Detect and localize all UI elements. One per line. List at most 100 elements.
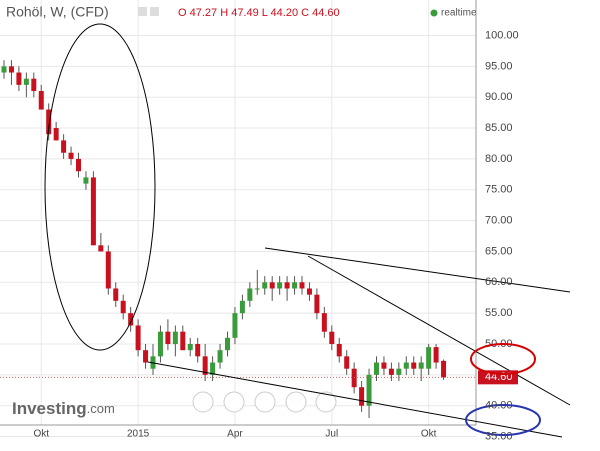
candle-body: [426, 347, 432, 369]
candle-body: [53, 128, 59, 141]
candle-body: [351, 368, 357, 388]
annotations: [44, 23, 571, 438]
candle-body: [314, 294, 320, 314]
trend-line: [264, 247, 571, 293]
y-tick-label: 55.00: [485, 307, 513, 319]
candle-body: [90, 177, 96, 246]
candle-body: [225, 337, 230, 351]
candle-body: [396, 368, 402, 375]
candle-body: [262, 282, 268, 289]
scroll-right[interactable]: [315, 391, 337, 413]
annotation-ellipse: [465, 404, 541, 436]
candle-body: [172, 331, 178, 345]
candle-body: [292, 282, 298, 289]
annotation-ellipse: [44, 23, 156, 351]
icon[interactable]: [138, 7, 147, 16]
candle-body: [165, 331, 171, 345]
candle-body: [433, 347, 439, 363]
y-tick-label: 65.00: [485, 245, 513, 257]
brand-suffix: .com: [87, 401, 115, 416]
candle-body: [8, 66, 14, 73]
y-tick-label: 75.00: [485, 184, 513, 196]
candle-body: [46, 109, 52, 135]
candle-body: [217, 350, 223, 363]
reset[interactable]: [254, 391, 276, 413]
candle-body: [418, 362, 424, 369]
candle-body: [195, 344, 201, 357]
candle-body: [381, 362, 387, 369]
candle-body: [105, 251, 111, 289]
candle-body: [16, 72, 22, 85]
candle-body: [128, 313, 134, 326]
y-tick-label: 40.00: [485, 400, 513, 412]
candle-body: [388, 368, 394, 375]
y-tick-label: 70.00: [485, 215, 513, 227]
candle-body: [202, 356, 208, 375]
candle-body: [157, 331, 163, 357]
candle-body: [23, 78, 29, 85]
candle-body: [321, 313, 327, 332]
candle-body: [143, 350, 149, 363]
candle-body: [210, 362, 216, 375]
candle-body: [299, 282, 305, 289]
status: realtime: [441, 8, 477, 19]
candle-body: [120, 300, 126, 314]
candle-body: [254, 288, 260, 290]
y-tick-label: 90.00: [485, 91, 513, 103]
y-tick-label: 85.00: [485, 122, 513, 134]
candle-body: [83, 177, 89, 184]
candle-body: [247, 288, 253, 301]
candle-body: [411, 362, 417, 369]
zoom-in[interactable]: [285, 391, 307, 413]
x-tick-label: Apr: [227, 429, 243, 440]
instrument-title: Rohöl, W, (CFD): [6, 4, 109, 20]
trend-line: [307, 255, 571, 406]
y-tick-label: 35.00: [485, 430, 513, 442]
y-tick-label: 95.00: [485, 60, 513, 72]
candle-body: [135, 325, 141, 351]
x-tick-label: Okt: [33, 429, 49, 440]
candle-body: [441, 360, 447, 378]
candle-body: [336, 344, 342, 357]
candle-body: [76, 158, 81, 172]
candle-body: [306, 288, 312, 295]
icon[interactable]: [150, 7, 159, 16]
scroll-left[interactable]: [192, 391, 214, 413]
candle-body: [187, 344, 193, 351]
annotation-ellipse: [470, 343, 536, 375]
candle-body: [403, 362, 409, 369]
candle-body: [277, 282, 283, 289]
x-tick-label: Okt: [421, 429, 437, 440]
status-dot: [430, 9, 438, 17]
candle-body: [113, 288, 119, 301]
candle-body: [269, 282, 275, 289]
candle-body: [344, 356, 350, 369]
price-axis: 35.0040.0045.0050.0055.0060.0065.0070.00…: [33, 29, 518, 442]
candle-body: [359, 387, 365, 406]
candle-body: [98, 245, 104, 252]
toolbar: [192, 391, 337, 413]
candle-body: [68, 152, 74, 159]
candle-body: [239, 300, 245, 314]
y-tick-label: 80.00: [485, 153, 513, 165]
candle-body: [61, 140, 67, 153]
candle-body: [374, 362, 379, 375]
watermark: Investing.com: [12, 399, 115, 418]
quote: O 47.27 H 47.49 L 44.20 C 44.60: [178, 7, 340, 19]
x-tick-label: 2015: [127, 429, 150, 440]
candle-body: [31, 78, 37, 92]
zoom-out[interactable]: [223, 391, 245, 413]
x-tick-label: Jul: [325, 429, 338, 440]
trend-line: [147, 361, 563, 438]
candle-body: [180, 331, 186, 351]
y-tick-label: 100.00: [485, 29, 519, 41]
candle-body: [38, 91, 44, 110]
candle-body: [232, 313, 238, 338]
y-tick-label: 60.00: [485, 276, 513, 288]
candle-body: [284, 282, 290, 289]
brand: Investing: [12, 399, 87, 418]
candles: [0, 60, 476, 419]
candle-body: [366, 374, 372, 406]
candle-body: [1, 66, 7, 73]
